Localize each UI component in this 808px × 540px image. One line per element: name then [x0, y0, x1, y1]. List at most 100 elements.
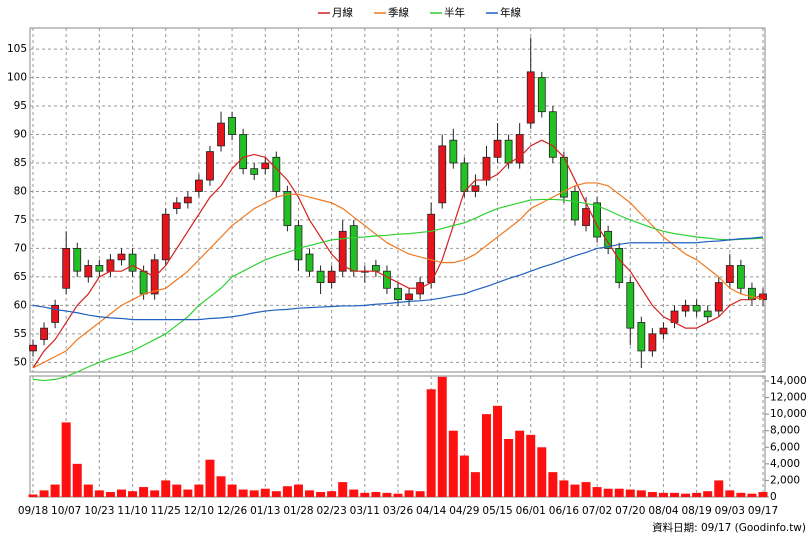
- candle-body: [283, 191, 292, 227]
- ma-line: [32, 236, 764, 321]
- x-tick-label: 12/10: [184, 505, 214, 517]
- volume-bar: [128, 491, 138, 497]
- volume-bar: [415, 491, 425, 497]
- volume-bar: [658, 492, 668, 497]
- x-tick-label: 11/10: [117, 505, 147, 517]
- volume-bar: [570, 484, 580, 497]
- x-tick-label: 03/26: [383, 505, 414, 517]
- volume-bar: [139, 487, 149, 497]
- candle-body: [294, 225, 303, 261]
- candle-body: [371, 265, 380, 272]
- volume-bar: [83, 484, 93, 497]
- candle-body: [637, 322, 646, 352]
- candle-body: [84, 265, 93, 278]
- volume-bar: [293, 484, 303, 497]
- volume-bar: [327, 491, 337, 497]
- volume-bar: [703, 491, 713, 497]
- volume-bar: [183, 489, 193, 497]
- x-tick-label: 03/11: [350, 505, 380, 517]
- volume-bar: [249, 490, 259, 497]
- candle-body: [725, 265, 734, 283]
- legend-label: 季線: [388, 6, 409, 19]
- volume-bar: [670, 492, 680, 497]
- volume-bar: [481, 414, 491, 497]
- volume-bar: [271, 491, 281, 497]
- volume-bar: [404, 490, 414, 497]
- volume-bar: [515, 430, 525, 497]
- volume-bar: [647, 492, 657, 497]
- volume-bar: [504, 438, 514, 497]
- y-tick-label: 105: [7, 43, 27, 55]
- candle-body: [305, 253, 314, 272]
- x-tick-label: 02/23: [317, 505, 347, 517]
- candle-body: [195, 179, 203, 192]
- volume-bar: [437, 376, 447, 497]
- volume-bar: [238, 489, 248, 497]
- candle-body: [648, 333, 657, 352]
- volume-bar: [61, 422, 71, 497]
- ma-line: [32, 182, 764, 369]
- ma-line: [32, 198, 764, 382]
- candle-body: [62, 248, 71, 289]
- x-tick-label: 08/04: [648, 505, 679, 517]
- candle-body: [161, 213, 170, 261]
- candle-body: [349, 225, 358, 272]
- candle-body: [228, 117, 236, 135]
- footer: 資料日期: 09/17 (Goodinfo.tw): [652, 521, 806, 534]
- candle-body: [681, 304, 690, 312]
- volume-bar: [349, 489, 359, 497]
- volume-bar: [161, 480, 171, 497]
- y2-tick-label: 4,000: [770, 458, 800, 470]
- legend-label: 年線: [500, 6, 521, 19]
- y2-tick-label: 6,000: [770, 441, 800, 453]
- volume-bar: [614, 488, 624, 497]
- x-tick-label: 05/15: [482, 505, 512, 517]
- volume-bar: [681, 493, 691, 497]
- volume-bar: [28, 494, 38, 497]
- volume-bar: [393, 493, 403, 497]
- candle-body: [615, 248, 624, 283]
- candle-body: [692, 304, 701, 312]
- candle-body: [261, 162, 270, 170]
- volume-bar: [559, 480, 569, 497]
- volume-bar: [50, 484, 60, 497]
- legend-label: 半年: [444, 6, 465, 19]
- y-tick-label: 65: [14, 271, 27, 283]
- volume-bar: [260, 488, 270, 497]
- candle-body: [394, 287, 402, 301]
- candle-body: [460, 162, 469, 192]
- x-tick-label: 07/20: [615, 505, 645, 517]
- candle-body: [504, 139, 513, 164]
- volume-bar: [39, 490, 49, 497]
- y-tick-label: 60: [14, 299, 27, 311]
- volume-bar: [526, 434, 536, 497]
- candle-body: [571, 191, 579, 221]
- volume-bar: [172, 484, 182, 497]
- candle-body: [626, 282, 635, 329]
- x-tick-label: 10/07: [51, 505, 81, 517]
- candle-body: [493, 139, 502, 158]
- y-tick-label: 55: [14, 328, 27, 340]
- x-tick-label: 09/17: [748, 505, 778, 517]
- x-tick-label: 08/19: [682, 505, 712, 517]
- candle-body: [537, 77, 546, 113]
- volume-bar: [360, 492, 370, 497]
- volume-bar: [625, 489, 635, 497]
- volume-bar: [282, 486, 292, 497]
- volume-bar: [105, 492, 115, 497]
- volume-bar: [692, 492, 702, 497]
- candle-body: [128, 253, 137, 272]
- candle-body: [438, 145, 447, 204]
- candle-body: [515, 134, 524, 164]
- candle-body: [736, 265, 745, 289]
- volume-bar: [448, 430, 458, 497]
- x-tick-label: 07/02: [582, 505, 612, 517]
- candle-body: [703, 310, 712, 318]
- candle-body: [482, 156, 491, 181]
- y2-tick-label: 8,000: [770, 425, 800, 437]
- volume-bar: [459, 455, 469, 497]
- y-tick-label: 100: [7, 72, 27, 84]
- x-tick-label: 10/23: [84, 505, 114, 517]
- volume-bar: [305, 490, 315, 497]
